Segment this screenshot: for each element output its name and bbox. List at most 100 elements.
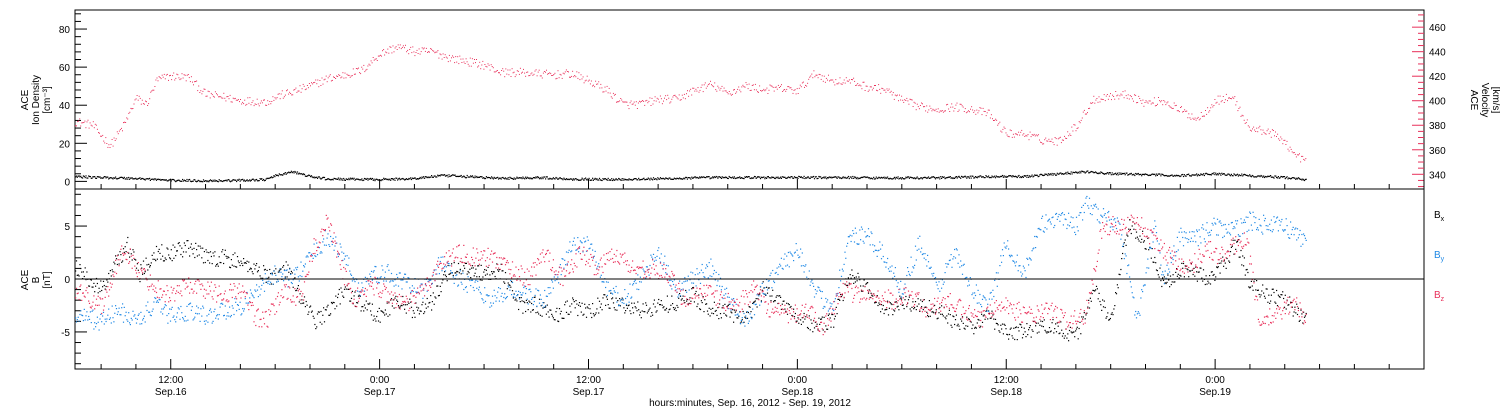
by-point: [551, 279, 553, 281]
density-point: [1012, 175, 1014, 177]
density-point: [342, 179, 344, 181]
density-point: [654, 178, 656, 180]
density-point: [471, 175, 474, 177]
bx-point: [242, 264, 244, 267]
by-point: [421, 283, 423, 285]
velocity-point: [637, 102, 639, 104]
velocity-point: [1164, 101, 1166, 103]
by-point: [135, 322, 138, 324]
bx-point: [98, 287, 100, 289]
by-point: [758, 295, 760, 297]
bx-point: [135, 267, 138, 269]
velocity-point: [843, 79, 845, 81]
bx-point: [343, 288, 346, 290]
bx-point: [791, 314, 793, 317]
velocity-point: [969, 111, 970, 113]
by-point: [312, 257, 314, 259]
density-point: [1120, 172, 1122, 174]
velocity-point: [831, 79, 833, 81]
bx-point: [649, 307, 651, 309]
bx-point: [1214, 279, 1216, 281]
density-point: [551, 178, 553, 180]
bx-point: [607, 304, 609, 306]
bx-point: [324, 309, 326, 311]
density-point: [821, 177, 823, 179]
bx-point: [520, 297, 522, 299]
by-point: [522, 292, 524, 294]
bx-point: [1028, 327, 1031, 329]
density-point: [408, 177, 410, 180]
by-point: [514, 296, 516, 298]
velocity-point: [83, 122, 85, 123]
bx-point: [1259, 296, 1261, 298]
velocity-point: [1235, 104, 1237, 106]
bx-point: [1294, 306, 1296, 308]
by-point: [678, 294, 680, 296]
velocity-point: [311, 82, 312, 84]
density-point: [304, 175, 306, 177]
velocity-point: [206, 95, 208, 97]
density-point: [551, 178, 554, 180]
velocity-point: [874, 85, 875, 86]
density-point: [394, 179, 396, 181]
bx-point: [1050, 330, 1052, 332]
bx-point: [163, 260, 165, 262]
density-point: [345, 178, 347, 180]
by-point: [636, 288, 638, 290]
density-point: [141, 177, 143, 180]
velocity-point: [193, 84, 194, 86]
bx-point: [647, 310, 649, 312]
bx-point: [1297, 307, 1299, 309]
density-point: [979, 175, 981, 177]
velocity-point: [452, 55, 453, 57]
density-point: [1295, 178, 1297, 180]
by-point: [612, 287, 615, 289]
velocity-point: [105, 137, 107, 139]
by-point: [507, 285, 509, 287]
bx-point: [1027, 334, 1029, 336]
bx-point: [933, 312, 935, 314]
bx-point: [496, 263, 498, 265]
by-point: [563, 267, 565, 269]
bx-point: [1161, 285, 1163, 288]
density-point: [1124, 174, 1126, 176]
velocity-point: [1096, 98, 1098, 99]
by-point: [299, 275, 301, 277]
velocity-point: [1046, 140, 1048, 142]
density-point: [84, 177, 86, 179]
by-point: [95, 326, 97, 328]
bx-point: [1049, 331, 1051, 333]
bx-point: [858, 276, 860, 278]
bx-point: [155, 260, 157, 262]
density-point: [869, 178, 871, 180]
by-point: [390, 280, 392, 282]
bx-point: [877, 304, 879, 307]
bx-point: [645, 302, 647, 304]
density-point: [785, 177, 787, 179]
density-point: [1002, 176, 1004, 178]
bx-point: [1228, 260, 1230, 262]
density-point: [246, 179, 248, 181]
by-point: [551, 281, 554, 283]
by-point: [766, 289, 769, 291]
bx-point: [1187, 269, 1189, 271]
bx-point: [1249, 287, 1251, 289]
bx-point: [1000, 324, 1002, 326]
bx-point: [661, 304, 663, 306]
by-point: [517, 294, 519, 296]
density-point: [814, 176, 816, 178]
by-point: [613, 290, 615, 292]
density-point: [94, 176, 96, 178]
velocity-point: [1166, 102, 1168, 104]
bx-point: [303, 302, 305, 304]
velocity-point: [713, 86, 715, 88]
bx-point: [338, 288, 340, 291]
by-point: [531, 297, 534, 299]
velocity-point: [682, 97, 684, 99]
velocity-point: [477, 66, 479, 68]
density-point: [481, 176, 483, 178]
density-point: [276, 174, 278, 177]
velocity-point: [267, 100, 269, 102]
bx-point: [954, 323, 956, 326]
velocity-point: [1268, 133, 1270, 135]
